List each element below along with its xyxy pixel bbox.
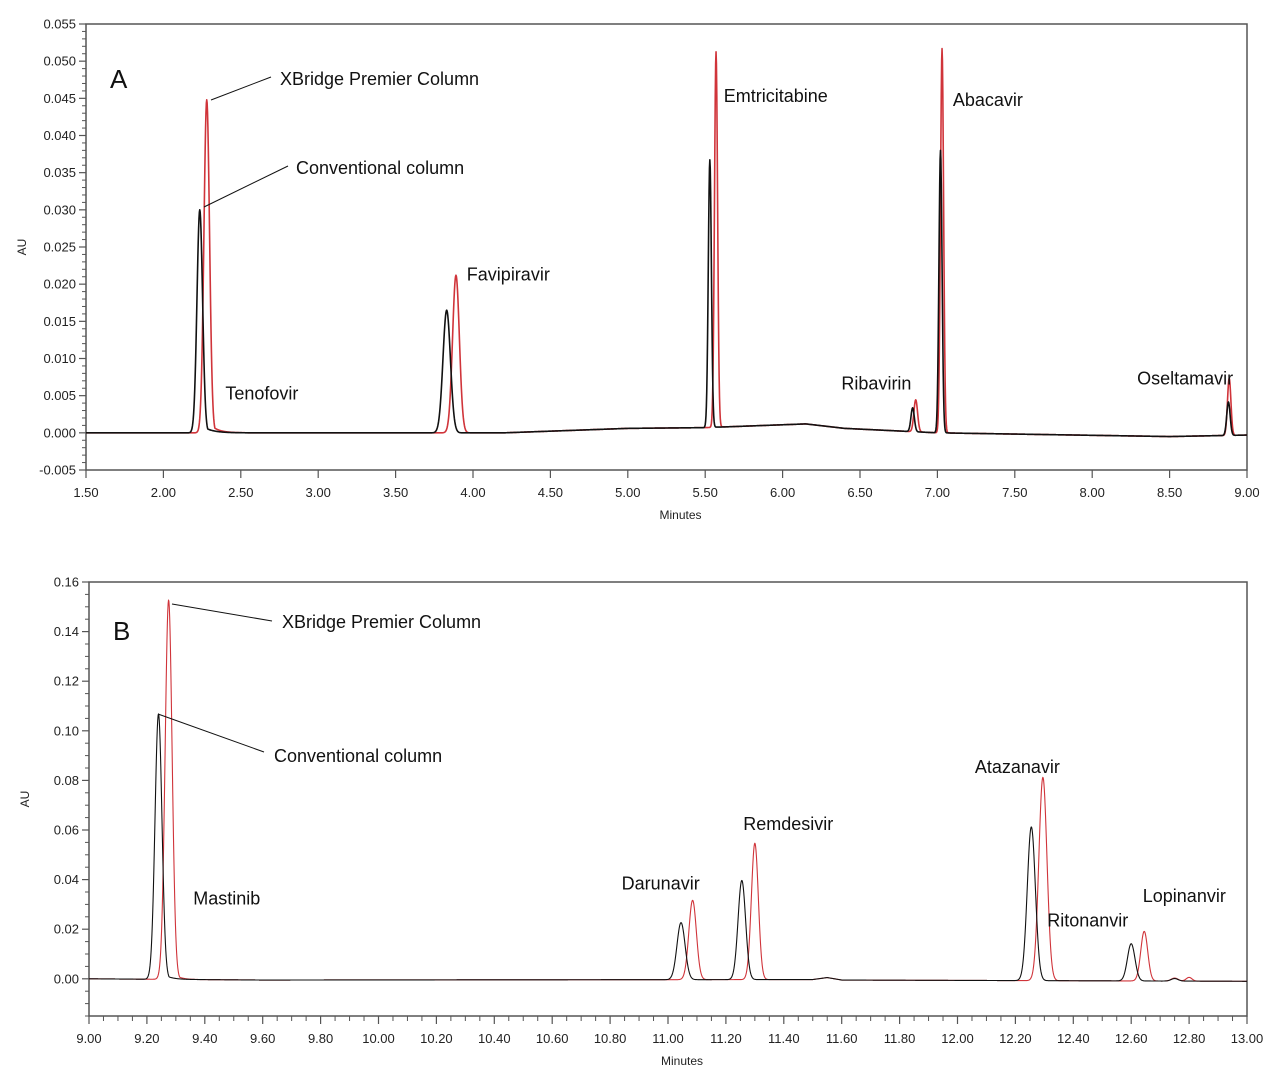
plot-frame	[88, 581, 1248, 1017]
y-tick-label: 0.12	[54, 674, 79, 689]
y-tick-label: 0.025	[43, 240, 76, 255]
y-tick-label: 0.005	[43, 388, 76, 403]
y-axis-title: AU	[15, 239, 29, 256]
y-tick-label: 0.035	[43, 165, 76, 180]
x-tick-label: 12.60	[1115, 1031, 1148, 1046]
y-tick-label: 0.055	[43, 17, 76, 32]
x-tick-label: 3.50	[383, 485, 408, 500]
x-tick-label: 8.50	[1157, 485, 1182, 500]
y-axis: -0.005 0.000 0.005 0.010 0.015 0.020 0.025 0.03…	[15, 17, 86, 478]
peak-label: Lopinanvir	[1143, 886, 1226, 906]
x-tick-label: 5.00	[615, 485, 640, 500]
x-tick-label: 11.40	[768, 1031, 800, 1046]
y-tick-label: 0.04	[54, 872, 79, 887]
x-tick-label: 2.50	[228, 485, 253, 500]
peak-label: Abacavir	[953, 90, 1023, 110]
y-tick-label: 0.050	[43, 54, 76, 69]
x-axis: 9.00 9.20 9.40 9.60 9.80 10.00 10.20 10.40 10.60…	[76, 1016, 1263, 1068]
peak-label: Ritonanvir	[1047, 911, 1128, 931]
x-tick-label: 10.40	[478, 1031, 511, 1046]
peak-label: Emtricitabine	[724, 86, 828, 106]
column-annotation: Conventional column	[296, 158, 464, 178]
peak-label: Darunavir	[622, 874, 700, 894]
peak-label: Tenofovir	[225, 383, 298, 403]
y-tick-label: 0.000	[43, 425, 76, 440]
x-tick-label: 11.80	[884, 1031, 916, 1046]
chromatogram-panel-a: -0.005 0.000 0.005 0.010 0.015 0.020 0.025 0.03…	[15, 17, 1260, 523]
y-tick-label: 0.08	[54, 773, 79, 788]
y-axis: 0.00 0.02 0.04 0.06 0.08 0.10 0.12 0.14 0.16 AU	[18, 575, 89, 1017]
panel-letter: A	[110, 64, 128, 94]
x-tick-label: 2.00	[151, 485, 176, 500]
x-axis-title: Minutes	[659, 508, 701, 522]
panel-letter: B	[113, 616, 130, 646]
x-tick-label: 6.50	[847, 485, 872, 500]
x-tick-label: 11.00	[652, 1031, 684, 1046]
peak-label: Remdesivir	[743, 814, 833, 834]
x-axis: 1.50 2.00 2.50 3.00 3.50 4.00 4.50 5.00 5.50 6.00…	[73, 470, 1260, 522]
x-tick-label: 9.80	[308, 1031, 333, 1046]
peak-label: Atazanavir	[975, 757, 1060, 777]
y-tick-label: 0.045	[43, 91, 76, 106]
leader-line	[210, 76, 272, 101]
y-tick-label: -0.005	[39, 463, 76, 478]
x-tick-label: 9.00	[1234, 485, 1259, 500]
x-tick-label: 12.80	[1173, 1031, 1206, 1046]
column-annotation: XBridge Premier Column	[280, 69, 479, 89]
y-tick-label: 0.040	[43, 128, 76, 143]
y-tick-label: 0.14	[54, 624, 79, 639]
x-tick-label: 7.00	[925, 485, 950, 500]
leader-line	[203, 165, 289, 208]
xbridge-trace	[86, 47, 1247, 438]
peak-label: Mastinib	[193, 888, 260, 908]
y-tick-label: 0.015	[43, 314, 76, 329]
column-annotation: XBridge Premier Column	[282, 612, 481, 632]
conventional-trace	[86, 149, 1247, 438]
x-tick-label: 11.60	[826, 1031, 858, 1046]
leader-line	[157, 713, 265, 753]
y-axis-title: AU	[18, 791, 32, 808]
x-tick-label: 5.50	[693, 485, 718, 500]
x-tick-label: 3.00	[306, 485, 331, 500]
x-tick-label: 12.00	[941, 1031, 974, 1046]
x-tick-label: 11.20	[710, 1031, 742, 1046]
y-tick-label: 0.010	[43, 351, 76, 366]
x-axis-title: Minutes	[661, 1054, 703, 1068]
x-tick-label: 10.00	[362, 1031, 395, 1046]
x-tick-label: 12.20	[999, 1031, 1032, 1046]
x-tick-label: 8.00	[1080, 485, 1105, 500]
x-tick-label: 9.00	[76, 1031, 101, 1046]
y-tick-label: 0.00	[54, 971, 79, 986]
peak-label: Favipiravir	[467, 264, 550, 284]
y-tick-label: 0.16	[54, 575, 79, 590]
x-tick-label: 4.50	[538, 485, 563, 500]
x-tick-label: 10.80	[594, 1031, 627, 1046]
peak-label: Oseltamavir	[1137, 369, 1233, 389]
x-tick-label: 9.40	[192, 1031, 217, 1046]
x-tick-label: 6.00	[770, 485, 795, 500]
y-tick-label: 0.020	[43, 277, 76, 292]
x-tick-label: 13.00	[1231, 1031, 1264, 1046]
column-annotation: Conventional column	[274, 746, 442, 766]
x-tick-label: 1.50	[73, 485, 98, 500]
x-tick-label: 9.20	[134, 1031, 159, 1046]
x-tick-label: 10.60	[536, 1031, 569, 1046]
y-tick-label: 0.02	[54, 922, 79, 937]
x-tick-label: 7.50	[1002, 485, 1027, 500]
leader-line	[171, 603, 273, 622]
chromatogram-panel-b: 0.00 0.02 0.04 0.06 0.08 0.10 0.12 0.14 0.16 AU 9.…	[18, 575, 1263, 1069]
y-tick-label: 0.030	[43, 202, 76, 217]
x-tick-label: 9.60	[250, 1031, 275, 1046]
y-tick-label: 0.06	[54, 823, 79, 838]
x-tick-label: 10.20	[420, 1031, 453, 1046]
peak-label: Ribavirin	[841, 374, 911, 394]
y-tick-label: 0.10	[54, 723, 79, 738]
x-tick-label: 12.40	[1057, 1031, 1090, 1046]
conventional-trace	[89, 713, 1247, 982]
x-tick-label: 4.00	[460, 485, 485, 500]
